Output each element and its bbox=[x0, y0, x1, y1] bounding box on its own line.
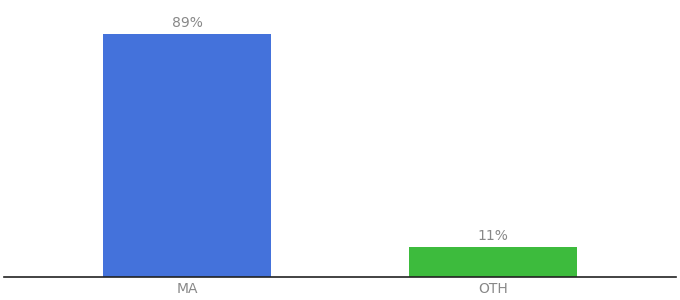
Bar bbox=[103, 34, 271, 277]
Text: 11%: 11% bbox=[477, 229, 508, 243]
Text: 89%: 89% bbox=[172, 16, 203, 30]
Bar bbox=[409, 247, 577, 277]
